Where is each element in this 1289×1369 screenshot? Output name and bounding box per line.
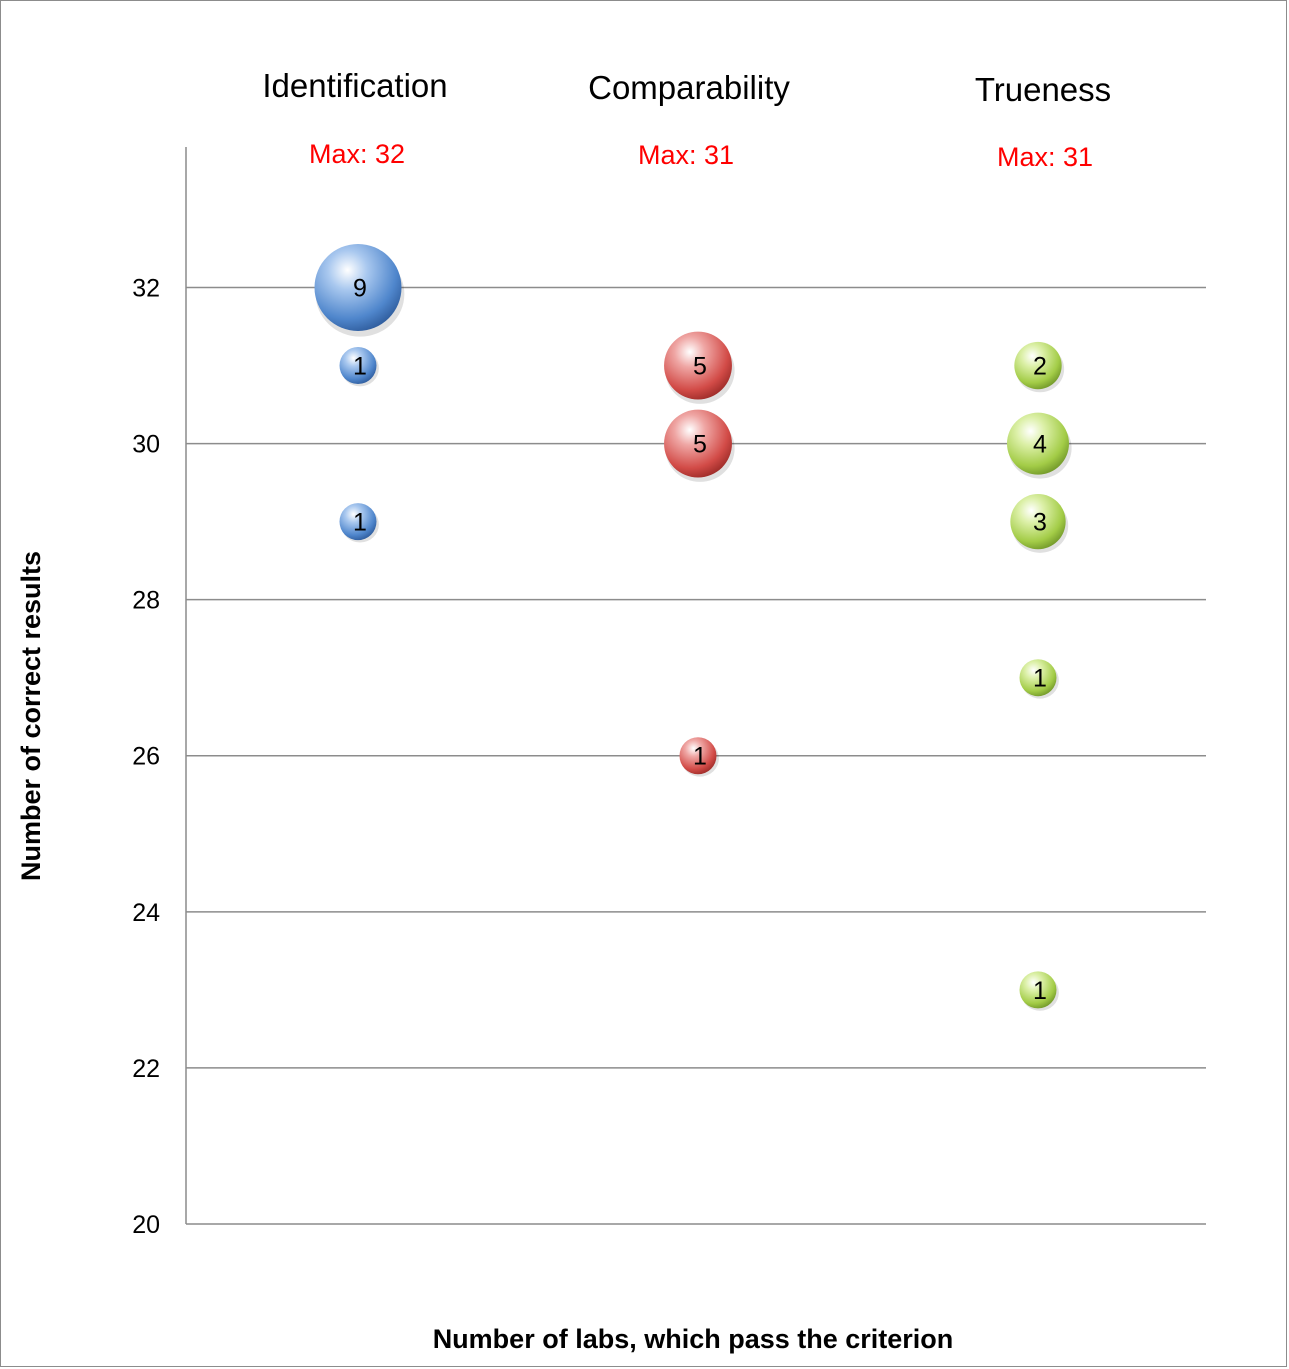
bubble-label-0-2: 1 — [353, 509, 367, 537]
bubble-label-1-1: 5 — [693, 431, 707, 459]
y-tick-label-24: 24 — [132, 899, 160, 927]
bubble-2-0 — [1014, 341, 1062, 390]
bubble-label-0-1: 1 — [353, 353, 367, 381]
bubble-label-2-1: 4 — [1033, 431, 1047, 459]
bubble-label-2-4: 1 — [1033, 977, 1047, 1005]
max-label-trueness: Max: 31 — [997, 142, 1093, 172]
bubble-1-0 — [664, 331, 732, 400]
max-label-identification: Max: 32 — [309, 139, 405, 169]
y-axis-title: Number of correct results — [16, 551, 46, 881]
bubble-label-1-0: 5 — [693, 353, 707, 381]
bubble-1-2 — [679, 737, 717, 775]
y-tick-label-22: 22 — [132, 1055, 160, 1083]
category-label-comparability: Comparability — [588, 69, 790, 106]
bubble-label-0-0: 9 — [353, 274, 367, 302]
bubble-0-0 — [314, 243, 402, 331]
max-label-comparability: Max: 31 — [638, 140, 734, 170]
y-tick-labels: 20 22 24 26 28 30 32 — [132, 274, 160, 1239]
bubble-2-4 — [1019, 971, 1057, 1009]
x-axis-title: Number of labs, which pass the criterion — [433, 1324, 954, 1354]
bubble-label-2-0: 2 — [1033, 353, 1047, 381]
y-tick-label-20: 20 — [132, 1211, 160, 1239]
y-tick-label-30: 30 — [132, 431, 160, 459]
bubble-0-1 — [339, 347, 377, 385]
y-tick-label-32: 32 — [132, 274, 160, 302]
bubble-2-3 — [1019, 659, 1057, 697]
bubble-0-2 — [339, 503, 377, 541]
category-label-identification: Identification — [262, 67, 447, 104]
bubble-label-2-3: 1 — [1033, 665, 1047, 693]
bubble-2-2 — [1010, 493, 1066, 550]
y-tick-label-28: 28 — [132, 587, 160, 615]
bubble-2-1 — [1007, 412, 1069, 475]
bubbles: 9 1 1 5 5 1 2 4 3 1 1 — [314, 243, 1072, 1011]
bubble-1-1 — [664, 409, 732, 478]
category-label-trueness: Trueness — [975, 71, 1111, 108]
max-labels: Max: 32 Max: 31 Max: 31 — [309, 139, 1093, 172]
bubble-label-2-2: 3 — [1033, 509, 1047, 537]
y-tick-label-26: 26 — [132, 743, 160, 771]
bubble-label-1-2: 1 — [693, 743, 707, 771]
category-labels: Identification Comparability Trueness — [262, 67, 1111, 108]
gridlines — [186, 286, 1206, 1225]
